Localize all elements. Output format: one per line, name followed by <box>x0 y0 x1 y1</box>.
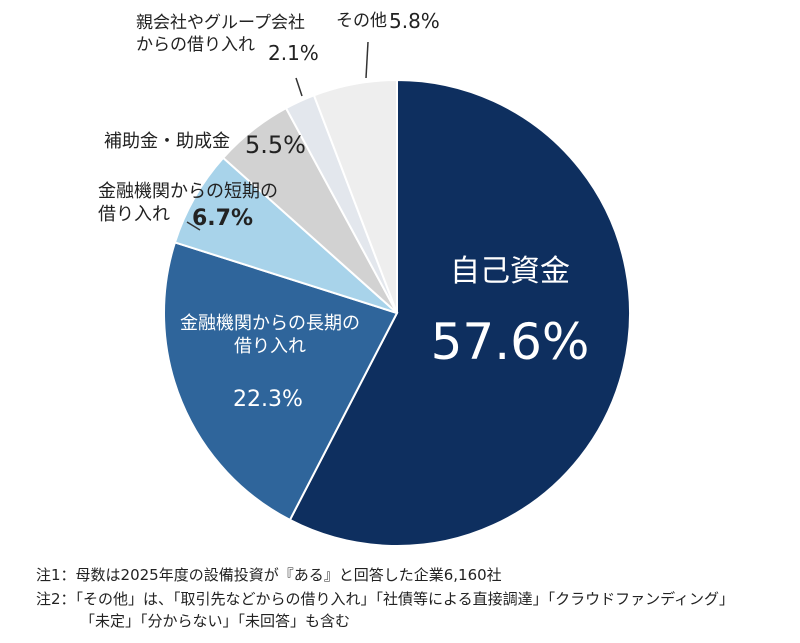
slice-label: 補助金・助成金 <box>104 131 230 152</box>
leader-line <box>365 41 369 79</box>
slice-label: 金融機関からの短期の 借り入れ <box>98 181 278 226</box>
slice <box>312 78 398 314</box>
leader-line <box>295 77 303 97</box>
slice-label: その他 <box>336 11 387 31</box>
note: 注1：母数は2025年度の設備投資が『ある』と回答した企業6,160社 <box>36 566 502 584</box>
slice-label: 自己資金 <box>450 254 570 289</box>
value-label: 2.1% <box>268 41 319 65</box>
leader-line <box>186 221 201 231</box>
slice <box>163 241 399 522</box>
value-label: 57.6% <box>430 313 590 371</box>
slice-label: 金融機関からの長期の 借り入れ <box>180 313 360 358</box>
slice-label: 親会社やグループ会社 からの借り入れ <box>136 13 305 56</box>
value-label: 5.5% <box>245 131 306 159</box>
slice <box>288 78 631 547</box>
note: 注2：「その他」は、「取引先などからの借り入れ」「社債等による直接調達」「クラウ… <box>36 590 735 630</box>
value-label: 22.3% <box>233 387 303 412</box>
pie <box>163 78 631 547</box>
value-label: 5.8% <box>389 9 440 33</box>
value-label: 6.7% <box>192 206 254 231</box>
